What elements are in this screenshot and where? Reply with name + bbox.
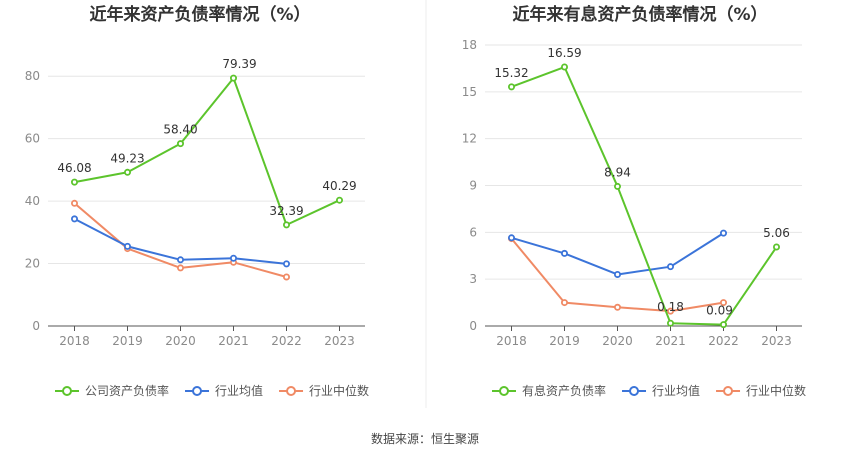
legend-marker bbox=[192, 386, 203, 396]
x-tick-label: 2022 bbox=[271, 334, 302, 348]
interest-bearing-liability-ratio-chart: 近年来有息资产负债率情况（%） 0 3 6 9 12 15 18 2018 2019 2020 202… bbox=[462, 4, 806, 398]
data-label: 32.39 bbox=[269, 204, 303, 218]
x-tick-label: 2020 bbox=[165, 334, 196, 348]
series-line bbox=[511, 66, 778, 326]
data-point bbox=[71, 178, 79, 186]
chart-title: 近年来资产负债率情况（%） bbox=[89, 4, 310, 25]
data-label: 0.18 bbox=[657, 300, 684, 314]
data-point bbox=[561, 63, 569, 71]
data-label: 58.40 bbox=[163, 123, 197, 137]
x-tick-label: 2019 bbox=[112, 334, 143, 348]
data-point bbox=[561, 249, 569, 257]
data-point bbox=[176, 256, 184, 264]
x-tick-label: 2018 bbox=[59, 334, 90, 348]
data-point bbox=[667, 263, 675, 271]
legend-item[interactable]: 有息资产负债率 bbox=[492, 383, 606, 398]
data-point bbox=[720, 229, 728, 237]
legend-marker bbox=[286, 386, 297, 396]
data-label: 79.39 bbox=[222, 57, 256, 71]
data-point bbox=[71, 199, 79, 207]
data-point bbox=[124, 168, 132, 176]
data-point bbox=[229, 74, 237, 82]
data-point bbox=[229, 254, 237, 262]
legend-item[interactable]: 行业中位数 bbox=[279, 383, 369, 398]
data-label: 46.08 bbox=[57, 161, 91, 175]
legend-item[interactable]: 公司资产负债率 bbox=[55, 383, 169, 398]
x-tick-label: 2022 bbox=[708, 334, 739, 348]
legend-marker bbox=[723, 386, 734, 396]
y-tick-label: 9 bbox=[469, 179, 477, 193]
y-tick-label: 60 bbox=[25, 132, 40, 146]
data-point bbox=[720, 321, 728, 329]
x-tick-label: 2023 bbox=[761, 334, 792, 348]
data-source: 数据来源：恒生聚源 bbox=[371, 431, 479, 446]
y-tick-label: 15 bbox=[462, 85, 477, 99]
data-point bbox=[176, 264, 184, 272]
data-point bbox=[561, 299, 569, 307]
legend-marker bbox=[499, 386, 509, 396]
data-point bbox=[667, 307, 675, 315]
series-line bbox=[511, 232, 725, 276]
x-tick-label: 2019 bbox=[549, 334, 580, 348]
y-tick-label: 20 bbox=[25, 257, 40, 271]
x-tick-label: 2021 bbox=[218, 334, 249, 348]
data-label: 5.06 bbox=[763, 226, 790, 240]
y-tick-label: 0 bbox=[32, 319, 40, 333]
y-tick-label: 3 bbox=[469, 272, 477, 286]
y-tick-label: 6 bbox=[469, 225, 477, 239]
data-point bbox=[507, 83, 515, 91]
data-label: 16.59 bbox=[547, 46, 581, 60]
x-tick-label: 2023 bbox=[324, 334, 355, 348]
legend-label: 行业均值 bbox=[215, 383, 263, 398]
asset-liability-ratio-chart: 近年来资产负债率情况（%） 0 20 40 60 80 2018 2019 2020 2021 20… bbox=[25, 4, 369, 398]
x-tick-label: 2020 bbox=[602, 334, 633, 348]
data-label: 15.32 bbox=[494, 66, 528, 80]
legend-item[interactable]: 行业中位数 bbox=[716, 383, 806, 398]
data-label: 0.09 bbox=[706, 304, 733, 318]
chart-title: 近年来有息资产负债率情况（%） bbox=[512, 4, 767, 25]
legend-label: 行业中位数 bbox=[309, 383, 369, 398]
y-tick-label: 0 bbox=[469, 319, 477, 333]
legend-marker bbox=[62, 386, 72, 396]
y-tick-label: 18 bbox=[462, 38, 477, 52]
data-point bbox=[282, 260, 290, 268]
data-label: 40.29 bbox=[322, 179, 356, 193]
data-point bbox=[614, 303, 622, 311]
x-tick-label: 2021 bbox=[655, 334, 686, 348]
y-tick-label: 80 bbox=[25, 69, 40, 83]
data-point bbox=[773, 243, 781, 251]
y-tick-label: 40 bbox=[25, 194, 40, 208]
legend-item[interactable]: 行业均值 bbox=[622, 383, 700, 398]
data-point bbox=[71, 215, 79, 223]
legend-label: 行业中位数 bbox=[746, 383, 806, 398]
data-point bbox=[667, 319, 675, 327]
y-tick-label: 12 bbox=[462, 132, 477, 146]
legend-marker bbox=[629, 386, 640, 396]
legend-label: 行业均值 bbox=[652, 383, 700, 398]
data-label: 8.94 bbox=[604, 165, 631, 179]
legend-label: 公司资产负债率 bbox=[85, 383, 169, 398]
data-point bbox=[614, 182, 622, 190]
series-line bbox=[74, 77, 340, 226]
data-point bbox=[124, 242, 132, 250]
legend-item[interactable]: 行业均值 bbox=[185, 383, 263, 398]
data-point bbox=[282, 221, 290, 229]
legend-label: 有息资产负债率 bbox=[522, 383, 606, 398]
data-point bbox=[507, 234, 515, 242]
x-tick-label: 2018 bbox=[496, 334, 527, 348]
data-point bbox=[335, 196, 343, 204]
data-point bbox=[176, 140, 184, 148]
data-label: 49.23 bbox=[110, 151, 144, 165]
data-point bbox=[614, 270, 622, 278]
data-point bbox=[720, 299, 728, 307]
data-point bbox=[282, 273, 290, 281]
